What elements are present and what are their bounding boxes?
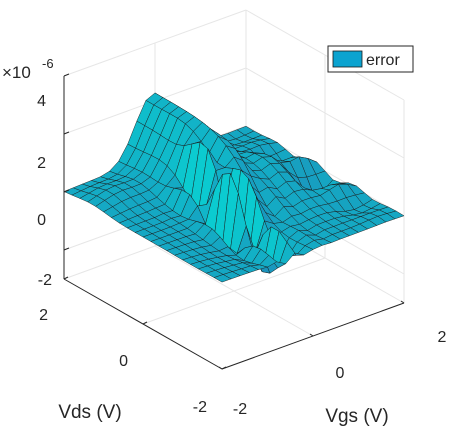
z-tick-label: 0 — [37, 212, 46, 229]
x-tick — [400, 300, 405, 304]
z-tick — [63, 189, 70, 193]
x-tick-labels: -2 0 2 — [233, 329, 447, 418]
z-tick — [63, 131, 70, 135]
y-tick-label: 0 — [119, 353, 128, 370]
y-tick-label: 2 — [39, 307, 48, 324]
y-tick — [142, 321, 148, 325]
z-tick-label: -2 — [38, 272, 52, 289]
y-tick-label: -2 — [193, 399, 207, 416]
x-tick-label: 2 — [438, 329, 447, 346]
chart-axes — [63, 73, 405, 370]
wall-grid-line — [63, 9, 247, 77]
y-axis-label: Vds (V) — [58, 402, 121, 423]
x-tick — [218, 366, 223, 370]
floor-grid-line — [142, 257, 326, 325]
legend-label: error — [366, 52, 400, 69]
wall-grid-line — [245, 67, 405, 159]
wall-grid-line — [245, 9, 405, 101]
x-tick-label: -2 — [233, 401, 247, 418]
z-exponent-base: ×10 — [2, 63, 31, 82]
x-axis-label: Vgs (V) — [325, 406, 388, 427]
y-tick — [63, 276, 69, 280]
z-tick-labels: 4 2 0 -2 — [37, 93, 52, 289]
y-tick — [221, 366, 227, 370]
z-tick — [63, 73, 70, 77]
surface-facet — [213, 274, 232, 283]
legend-swatch — [332, 50, 363, 68]
z-exponent-power: -6 — [42, 56, 54, 71]
z-tick-label: 4 — [37, 93, 46, 110]
z-tick-label: 2 — [37, 155, 46, 172]
z-exponent-label: ×10 -6 — [2, 56, 54, 82]
surface-plot — [63, 92, 405, 283]
z-tick — [63, 247, 70, 251]
x-tick — [309, 333, 314, 337]
x-tick-label: 0 — [336, 365, 345, 382]
legend: error — [327, 45, 414, 73]
y-tick-labels: 2 0 -2 — [39, 307, 207, 416]
